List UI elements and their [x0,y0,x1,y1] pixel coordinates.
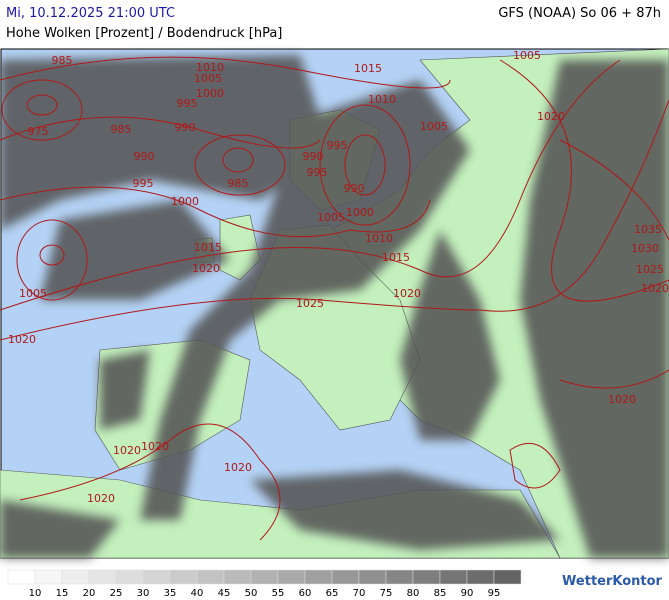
isobar-label: 975 [28,125,49,138]
isobar-label: 1020 [141,440,169,453]
isobar-label: 990 [303,150,324,163]
isobar-label: 1000 [196,87,224,100]
legend-label: 90 [461,588,474,599]
legend-label: 40 [191,588,204,599]
isobar-label: 1005 [19,287,47,300]
valid-time: Mi, 10.12.2025 21:00 UTC [6,6,176,21]
legend-label: 15 [56,588,69,599]
isobar-label: 990 [175,121,196,134]
isobar-label: 1005 [420,120,448,133]
legend-swatch [142,569,171,585]
isobar-label: 995 [133,177,154,190]
legend-swatch [412,569,441,585]
logo: WetterKontor [562,574,663,589]
isobar-label: 1020 [537,110,565,123]
legend-label: 85 [434,588,447,599]
high-clouds [0,55,669,558]
legend-label: 75 [380,588,393,599]
legend-label: 80 [407,588,420,599]
legend-swatch [115,569,144,585]
legend-label: 25 [110,588,123,599]
legend-swatch [304,569,333,585]
legend-label: 70 [353,588,366,599]
isobar-label: 1020 [87,492,115,505]
legend: 10 15 20 25 30 35 40 45 50 55 60 65 70 75 80 85 90 95 [7,569,522,599]
isobars [0,56,669,541]
isobar-label: 1010 [365,232,393,245]
isobar-label: 990 [134,150,155,163]
isobar-label: 1000 [346,206,374,219]
isobar-label: 990 [344,182,365,195]
model-run: GFS (NOAA) So 06 + 87h [498,6,661,21]
legend-swatch [169,569,198,585]
isobar-label: 1015 [194,241,222,254]
isobar-label: 1010 [196,61,224,74]
isobar-label: 985 [228,177,249,190]
isobar-label: 1015 [382,251,410,264]
isobar-label: 1015 [354,62,382,75]
map-subtitle: Hohe Wolken [Prozent] / Bodendruck [hPa] [6,26,283,41]
isobar-label: 1025 [636,263,664,276]
legend-label: 20 [83,588,96,599]
isobar-label: 1000 [171,195,199,208]
legend-label: 30 [137,588,150,599]
isobar-label: 995 [307,166,328,179]
legend-swatch [331,569,360,585]
isobar-label: 1025 [296,297,324,310]
legend-label: 10 [29,588,42,599]
legend-swatch [493,569,522,585]
legend-swatch [385,569,414,585]
isobar-label: 1030 [631,242,659,255]
legend-swatch [223,569,252,585]
isobar-label: 1010 [368,93,396,106]
isobar-label: 1020 [608,393,636,406]
legend-swatch [277,569,306,585]
isobar-label: 1020 [224,461,252,474]
legend-swatch [358,569,387,585]
legend-label: 50 [245,588,258,599]
legend-swatch [88,569,117,585]
legend-label: 95 [488,588,501,599]
legend-swatch [61,569,90,585]
isobar-label: 1020 [641,282,669,295]
isobar-label: 1020 [8,333,36,346]
isobar-label: 1020 [113,444,141,457]
isobar-label: 1005 [317,211,345,224]
legend-swatch [250,569,279,585]
legend-label: 35 [164,588,177,599]
isobar-label: 1035 [634,223,662,236]
isobar-label: 1020 [192,262,220,275]
isobar-label: 985 [111,123,132,136]
legend-label: 65 [326,588,339,599]
legend-label: 45 [218,588,231,599]
isobar-label: 995 [327,139,348,152]
legend-swatch [196,569,225,585]
legend-swatch [34,569,63,585]
isobar-label: 1005 [513,49,541,62]
legend-swatch [7,569,36,585]
legend-swatch [466,569,495,585]
legend-label: 55 [272,588,285,599]
legend-swatch [439,569,468,585]
legend-label: 60 [299,588,312,599]
isobar-label: 1020 [393,287,421,300]
isobar-label: 995 [177,97,198,110]
isobar-label: 1005 [194,72,222,85]
isobar-label: 985 [52,54,73,67]
